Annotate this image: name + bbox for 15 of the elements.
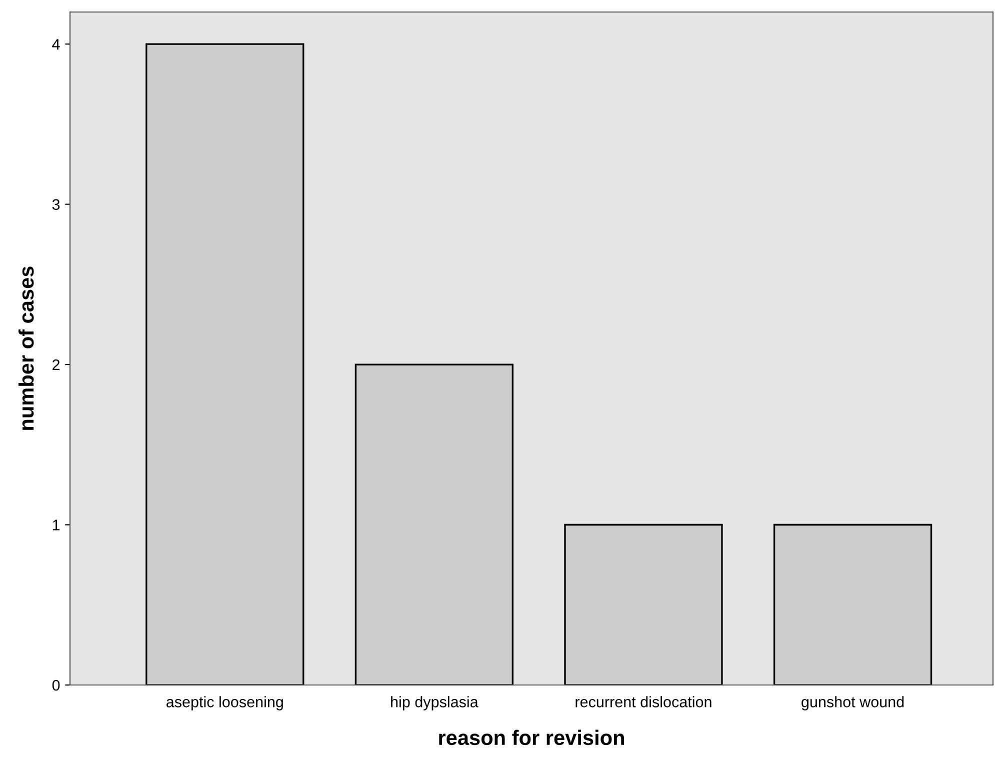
y-tick-label: 4: [52, 39, 60, 50]
y-tick-label: 2: [52, 359, 60, 370]
bar: [773, 524, 932, 685]
bar: [146, 43, 304, 685]
y-tick-label: 1: [52, 520, 60, 530]
y-tick-label: 0: [52, 680, 60, 691]
x-tick-label: gunshot wound: [802, 696, 904, 710]
x-axis-title: reason for revision: [439, 730, 624, 746]
bar: [354, 364, 514, 685]
bar: [564, 524, 723, 685]
y-axis-title: number of cases: [18, 266, 34, 430]
x-tick-label: recurrent dislocation: [576, 696, 712, 708]
x-tick-label: aseptic loosening: [166, 696, 283, 710]
y-tick-label: 3: [52, 199, 60, 210]
x-tick-label: hip dypslasia: [391, 696, 478, 710]
